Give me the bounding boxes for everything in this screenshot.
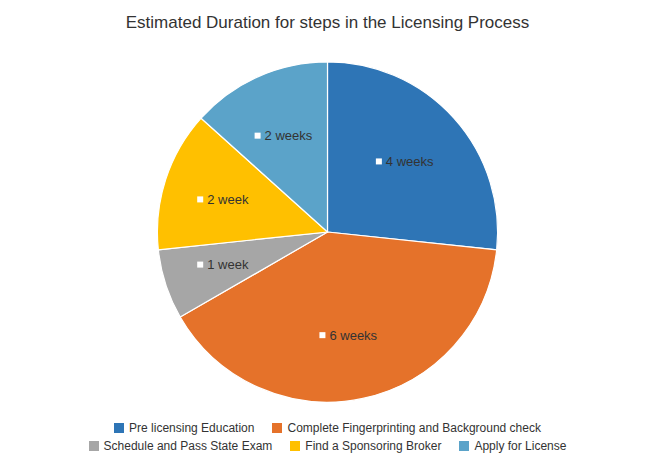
html-text:Estimated Duration for steps i: Estimated Duration for steps in the Lice…: [125, 13, 530, 32]
html-text:Schedule and Pass State Exam: Schedule and Pass State Exam: [103, 439, 273, 453]
svg-text:1 week: 1 week: [207, 257, 249, 272]
svg-text:2 week: 2 week: [207, 192, 249, 207]
html-text:Apply for License: Apply for License: [474, 439, 567, 453]
svg-text:6 weeks: 6 weeks: [329, 328, 377, 343]
svg-text:2 weeks: 2 weeks: [265, 128, 313, 143]
html-text:Complete Fingerprinting and Ba: Complete Fingerprinting and Background c…: [287, 421, 541, 435]
html-text:Pre licensing Education: Pre licensing Education: [129, 421, 255, 435]
svg-text:4 weeks: 4 weeks: [386, 154, 434, 169]
html-text:Find a Sponsoring Broker: Find a Sponsoring Broker: [305, 439, 442, 453]
